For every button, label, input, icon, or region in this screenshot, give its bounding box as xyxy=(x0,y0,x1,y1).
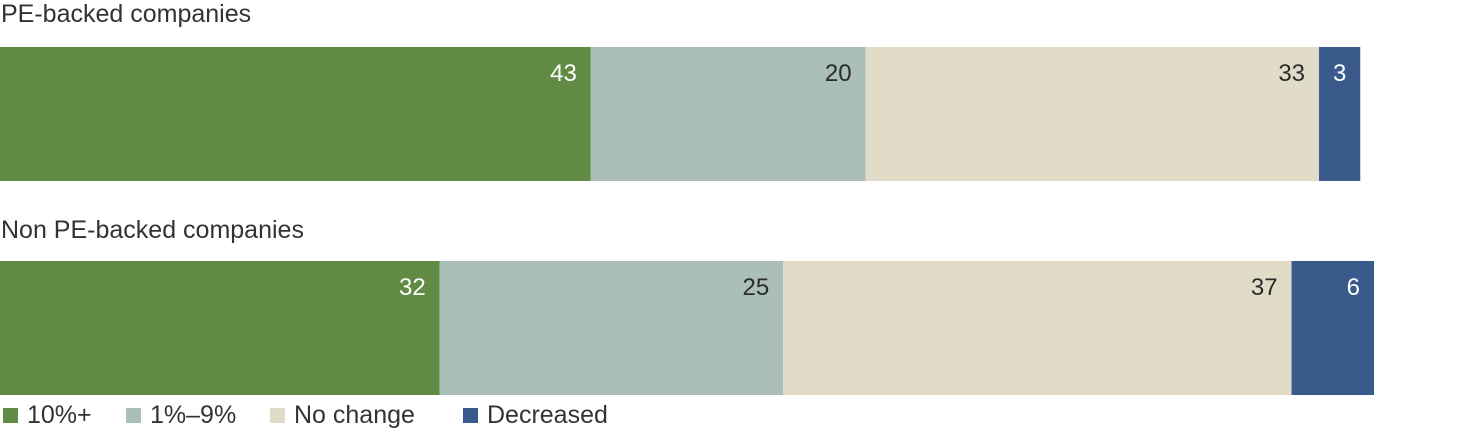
bar-segment-pe-backed-0 xyxy=(0,47,591,181)
legend-swatch-0 xyxy=(3,408,18,423)
bar-segment-non-pe-backed-1 xyxy=(439,261,784,395)
data-label-non-pe-backed-3: 6 xyxy=(1347,274,1360,301)
legend-swatch-2 xyxy=(270,408,285,423)
data-label-pe-backed-2: 33 xyxy=(1278,60,1305,87)
category-label-pe-backed: PE-backed companies xyxy=(1,0,251,28)
data-label-non-pe-backed-0: 32 xyxy=(399,274,426,301)
category-label-non-pe-backed: Non PE-backed companies xyxy=(1,216,304,244)
legend-swatch-3 xyxy=(463,408,478,423)
legend-label-3: Decreased xyxy=(487,401,608,429)
data-label-pe-backed-3: 3 xyxy=(1333,60,1346,87)
bar-segment-non-pe-backed-3 xyxy=(1291,261,1374,395)
legend: 10%+ 1%–9% No change Decreased xyxy=(3,401,608,429)
legend-label-1: 1%–9% xyxy=(150,401,236,429)
data-label-pe-backed-1: 20 xyxy=(825,60,852,87)
data-label-pe-backed-0: 43 xyxy=(550,60,577,87)
bar-segment-pe-backed-2 xyxy=(865,47,1320,181)
bar-segment-pe-backed-1 xyxy=(590,47,866,181)
legend-label-0: 10%+ xyxy=(27,401,92,429)
legend-swatch-1 xyxy=(126,408,141,423)
bar-segment-pe-backed-3 xyxy=(1319,47,1361,181)
bar-segment-non-pe-backed-2 xyxy=(783,261,1292,395)
data-label-non-pe-backed-1: 25 xyxy=(742,274,769,301)
bar-segment-non-pe-backed-0 xyxy=(0,261,440,395)
data-label-non-pe-backed-2: 37 xyxy=(1251,274,1278,301)
legend-label-2: No change xyxy=(294,401,415,429)
